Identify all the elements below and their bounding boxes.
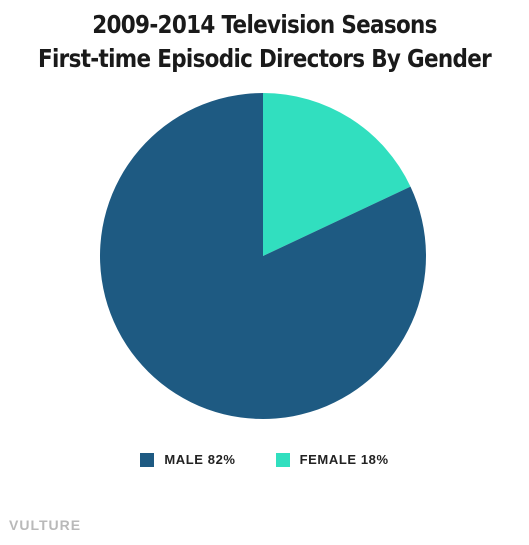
chart-legend: MALE 82% FEMALE 18% (0, 452, 529, 467)
legend-swatch-female (275, 452, 290, 467)
chart-title: 2009-2014 Television Seasons (92, 10, 437, 39)
pie-slice-female (263, 93, 411, 256)
vulture-logo: VULTURE (9, 517, 82, 533)
chart-subtitle: First-time Episodic Directors By Gender (37, 44, 492, 73)
pie-slice-male (99, 93, 426, 419)
legend-item-male: MALE 82% (140, 452, 235, 467)
chart-title-block: 2009-2014 Television Seasons First-time … (37, 8, 492, 76)
legend-label-male: MALE 82% (164, 452, 236, 467)
legend-swatch-male (140, 452, 155, 467)
legend-item-female: FEMALE 18% (275, 452, 389, 467)
legend-label-female: FEMALE 18% (299, 452, 389, 467)
